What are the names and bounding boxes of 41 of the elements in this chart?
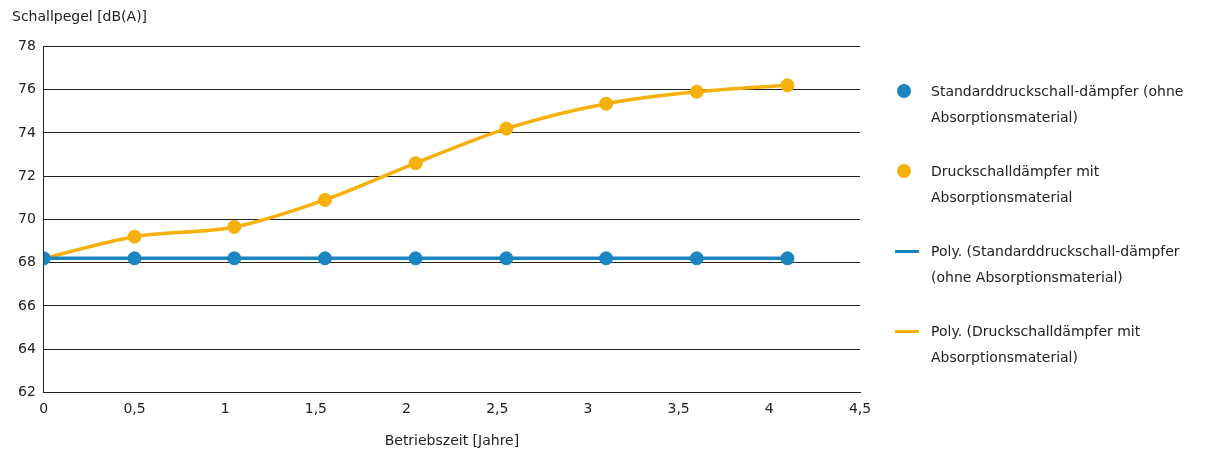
point [408,156,423,171]
y-tick-label: 74 [17,123,36,140]
x-tick-label: 3,5 [667,400,690,417]
x-tick-label: 1,5 [304,400,328,417]
point [599,96,614,111]
point [317,251,332,266]
point [689,251,704,266]
y-tick-label: 78 [17,37,36,54]
y-tick-label: 76 [17,80,36,97]
x-tick-label: 2,5 [486,400,509,417]
y-tick-label: 66 [17,296,36,313]
x-tick-label: 3 [583,400,593,417]
x-tick-label: 1 [220,400,230,417]
x-tick-label: 4,5 [848,400,872,417]
y-tick-label: 70 [17,210,36,227]
y-tick-label: 64 [17,339,36,356]
y-tick-label: 62 [17,383,36,400]
legend-label: Poly. (Druckschalldämpfer mit Absorptionsmaterial) [931,322,1142,367]
x-tick-label: 0 [39,400,49,417]
point [780,251,795,266]
point [227,251,242,266]
point [127,229,142,244]
point [127,251,142,266]
point [408,251,423,266]
point [499,251,514,266]
point [499,121,514,136]
y-axis-title: Schallpegel [dB(A)] [12,8,148,24]
point [227,219,242,234]
x-tick-label: 0,5 [123,400,146,417]
x-tick-label: 2 [402,400,412,417]
legend-label: Standarddruckschall-dämpfer (ohne Absorptionsmaterial) [931,82,1185,127]
legend-label: Poly. (Standarddruckschall-dämpfer (ohne Absorptionsmaterial) [931,242,1181,287]
point [689,84,704,99]
y-tick-label: 72 [17,166,36,183]
x-axis-title: Betriebszeit [Jahre] [384,432,520,449]
point [599,251,614,266]
x-tick-label: 4 [764,400,774,417]
y-tick-label: 68 [17,253,36,270]
point [317,192,332,207]
point [780,78,795,93]
legend-label: Druckschalldämpfer mit Absorptionsmaterial [931,162,1101,207]
